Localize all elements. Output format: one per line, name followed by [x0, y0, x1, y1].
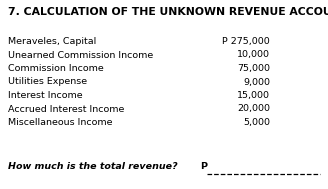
Text: 7. CALCULATION OF THE UNKNOWN REVENUE ACCOUNTS: 7. CALCULATION OF THE UNKNOWN REVENUE AC…	[8, 7, 328, 17]
Text: Utilities Expense: Utilities Expense	[8, 77, 87, 87]
Text: How much is the total revenue?: How much is the total revenue?	[8, 162, 178, 171]
Text: Miscellaneous Income: Miscellaneous Income	[8, 118, 113, 127]
Text: Accrued Interest Income: Accrued Interest Income	[8, 105, 124, 114]
Text: 10,000: 10,000	[237, 50, 270, 60]
Text: Meraveles, Capital: Meraveles, Capital	[8, 37, 96, 46]
Text: 20,000: 20,000	[237, 105, 270, 114]
Text: P: P	[200, 162, 207, 171]
Text: Unearned Commission Income: Unearned Commission Income	[8, 50, 153, 60]
Text: 75,000: 75,000	[237, 64, 270, 73]
Text: 9,000: 9,000	[243, 77, 270, 87]
Text: 15,000: 15,000	[237, 91, 270, 100]
Text: P 275,000: P 275,000	[222, 37, 270, 46]
Text: Commission Income: Commission Income	[8, 64, 104, 73]
Text: Interest Income: Interest Income	[8, 91, 83, 100]
Text: 5,000: 5,000	[243, 118, 270, 127]
